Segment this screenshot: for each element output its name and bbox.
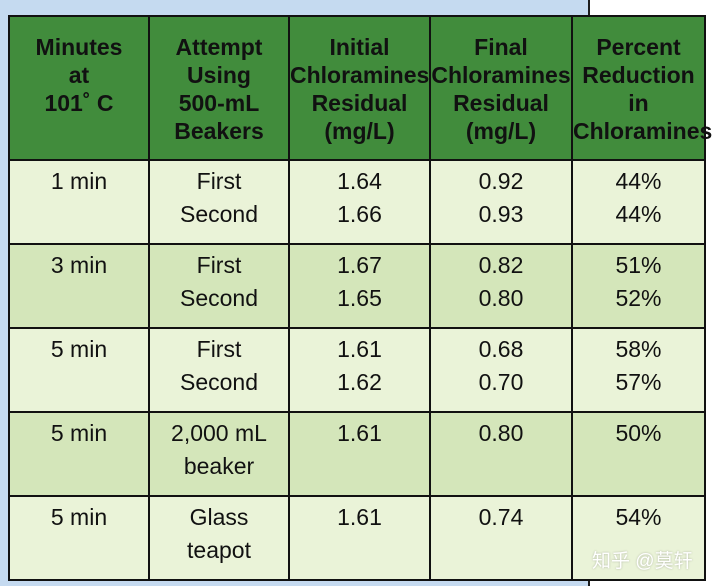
cell-text: 0.92 <box>478 168 524 194</box>
cell-text: 2,000 mL <box>171 420 267 446</box>
table-row: 5 min Glass teapot 1.61 0.74 54% <box>8 495 706 581</box>
cell-text: 1.67 <box>337 252 382 278</box>
table-row: 5 min First Second 1.61 1.62 0.68 0.70 58% 5… <box>8 327 706 413</box>
cell-minutes: 1 min <box>8 159 150 245</box>
cell-minutes: 5 min <box>8 411 150 497</box>
cell-attempt: 2,000 mL beaker <box>148 411 290 497</box>
cell-text: Second <box>179 369 258 395</box>
cell-percent: 44% 44% <box>571 159 706 245</box>
cell-text: 5 min <box>50 420 108 446</box>
cell-final: 0.74 <box>429 495 573 581</box>
cell-text: 0.80 <box>478 285 524 311</box>
cell-text: 51% <box>615 252 662 278</box>
cell-text: beaker <box>183 453 255 479</box>
header-text: 500-mL <box>178 90 260 116</box>
cell-percent: 51% 52% <box>571 243 706 329</box>
cell-text: 52% <box>615 285 662 311</box>
cell-final: 0.82 0.80 <box>429 243 573 329</box>
cell-initial: 1.61 <box>288 411 431 497</box>
header-row: Minutes at 101˚ C Attempt Using 500-mL B… <box>8 15 713 161</box>
cell-text: 1 min <box>50 168 108 194</box>
cell-text: Second <box>179 201 258 227</box>
cell-attempt: First Second <box>148 243 290 329</box>
cell-text: 44% <box>615 201 662 227</box>
cell-text: 44% <box>615 168 662 194</box>
header-text: Chloramines <box>431 62 571 88</box>
cell-text: 57% <box>615 369 662 395</box>
header-text: in <box>628 90 649 116</box>
cell-text: 1.66 <box>337 201 382 227</box>
header-minutes: Minutes at 101˚ C <box>8 15 150 161</box>
header-text: Using <box>187 62 251 88</box>
cell-minutes: 5 min <box>8 495 150 581</box>
cell-final: 0.92 0.93 <box>429 159 573 245</box>
cell-text: 0.70 <box>478 369 524 395</box>
cell-text: 54% <box>615 504 662 530</box>
cell-text: 0.68 <box>478 336 524 362</box>
cell-text: First <box>196 252 242 278</box>
header-text: Chloramines <box>290 62 430 88</box>
cell-text: First <box>196 168 242 194</box>
cell-text: 0.74 <box>478 504 524 530</box>
cell-percent: 50% <box>571 411 706 497</box>
cell-final: 0.80 <box>429 411 573 497</box>
cell-percent: 58% 57% <box>571 327 706 413</box>
cell-attempt: First Second <box>148 159 290 245</box>
header-text: Attempt <box>175 34 263 60</box>
cell-text: teapot <box>187 537 251 563</box>
header-text: (mg/L) <box>465 118 537 144</box>
cell-final: 0.68 0.70 <box>429 327 573 413</box>
cell-text: Glass <box>189 504 249 530</box>
cell-text: Second <box>179 285 258 311</box>
header-text: 101˚ C <box>44 90 114 116</box>
cell-initial: 1.61 <box>288 495 431 581</box>
header-text: Chloramines <box>573 118 713 144</box>
cell-text: 1.61 <box>337 504 382 530</box>
cell-text: 1.61 <box>337 336 382 362</box>
table-row: 1 min First Second 1.64 1.66 0.92 0.93 44% 4… <box>8 159 706 245</box>
header-text: Percent <box>596 34 681 60</box>
cell-text: 5 min <box>50 336 108 362</box>
header-attempt: Attempt Using 500-mL Beakers <box>148 15 290 161</box>
header-text: Residual <box>311 90 408 116</box>
cell-text: 1.65 <box>337 285 382 311</box>
header-percent: Percent Reduction in Chloramines <box>571 15 713 161</box>
chloramines-table: Minutes at 101˚ C Attempt Using 500-mL B… <box>8 15 713 581</box>
header-initial: Initial Chloramines Residual (mg/L) <box>288 15 431 161</box>
cell-text: 5 min <box>50 504 108 530</box>
cell-text: 0.82 <box>478 252 524 278</box>
cell-text: First <box>196 336 242 362</box>
cell-text: 3 min <box>50 252 108 278</box>
watermark: 知乎 @莫轩 <box>592 551 693 572</box>
cell-text: 0.80 <box>478 420 524 446</box>
cell-initial: 1.67 1.65 <box>288 243 431 329</box>
cell-minutes: 3 min <box>8 243 150 329</box>
table-row: 3 min First Second 1.67 1.65 0.82 0.80 51% 5… <box>8 243 706 329</box>
cell-text: 1.64 <box>337 168 382 194</box>
header-text: Final <box>474 34 528 60</box>
cell-minutes: 5 min <box>8 327 150 413</box>
header-text: at <box>68 62 90 88</box>
cell-initial: 1.61 1.62 <box>288 327 431 413</box>
table-row: 5 min 2,000 mL beaker 1.61 0.80 50% <box>8 411 706 497</box>
header-text: Beakers <box>174 118 264 144</box>
cell-initial: 1.64 1.66 <box>288 159 431 245</box>
header-text: Residual <box>453 90 549 116</box>
header-text: Reduction <box>582 62 695 88</box>
cell-text: 50% <box>615 420 662 446</box>
cell-text: 1.61 <box>337 420 382 446</box>
cell-attempt: Glass teapot <box>148 495 290 581</box>
header-text: (mg/L) <box>324 118 395 144</box>
header-text: Initial <box>329 34 390 60</box>
header-final: Final Chloramines Residual (mg/L) <box>429 15 573 161</box>
cell-percent: 54% <box>571 495 706 581</box>
cell-text: 0.93 <box>478 201 524 227</box>
cell-text: 58% <box>615 336 662 362</box>
cell-attempt: First Second <box>148 327 290 413</box>
header-text: Minutes <box>35 34 123 60</box>
cell-text: 1.62 <box>337 369 382 395</box>
